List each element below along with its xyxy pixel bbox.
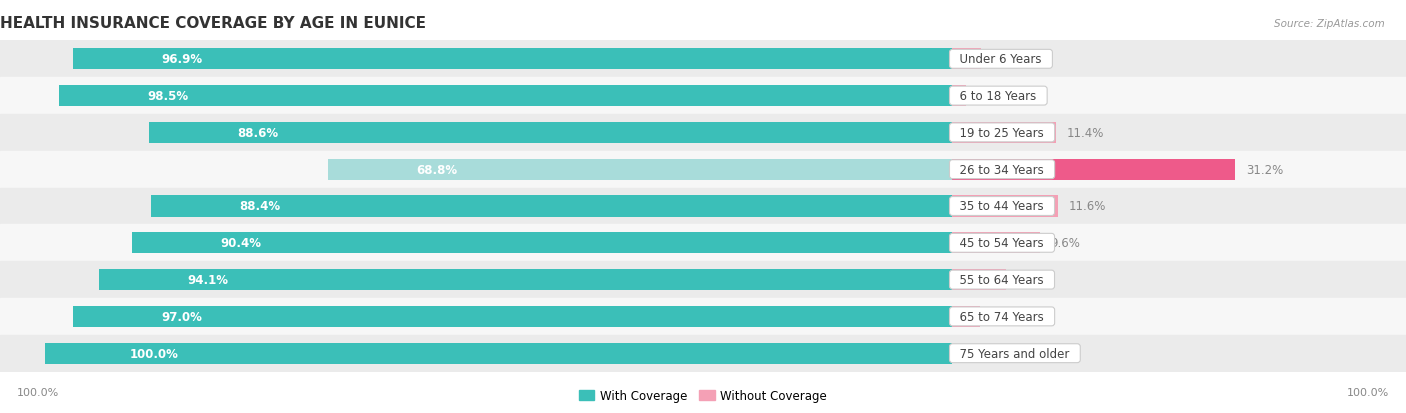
- Legend: With Coverage, Without Coverage: With Coverage, Without Coverage: [574, 385, 832, 407]
- Text: 11.6%: 11.6%: [1069, 200, 1107, 213]
- Bar: [150, 196, 952, 217]
- Bar: [73, 306, 952, 327]
- Bar: [59, 86, 952, 107]
- Bar: [952, 233, 1039, 254]
- Bar: [45, 343, 952, 364]
- Text: 55 to 64 Years: 55 to 64 Years: [952, 273, 1052, 286]
- Text: 88.4%: 88.4%: [239, 200, 280, 213]
- Text: 19 to 25 Years: 19 to 25 Years: [952, 127, 1052, 140]
- Bar: [952, 269, 1005, 291]
- Text: 75 Years and older: 75 Years and older: [952, 347, 1077, 360]
- Text: 97.0%: 97.0%: [160, 310, 202, 323]
- Text: 98.5%: 98.5%: [148, 90, 188, 103]
- Bar: [0, 225, 1406, 261]
- Text: 100.0%: 100.0%: [1347, 387, 1389, 397]
- Text: 3.1%: 3.1%: [991, 53, 1021, 66]
- Text: 5.9%: 5.9%: [1017, 273, 1046, 286]
- Text: 94.1%: 94.1%: [187, 273, 228, 286]
- Text: 100.0%: 100.0%: [129, 347, 179, 360]
- Text: 9.6%: 9.6%: [1050, 237, 1080, 250]
- Text: 11.4%: 11.4%: [1067, 127, 1104, 140]
- Text: 31.2%: 31.2%: [1246, 163, 1284, 176]
- Bar: [0, 188, 1406, 225]
- Text: 65 to 74 Years: 65 to 74 Years: [952, 310, 1052, 323]
- Bar: [952, 49, 980, 70]
- Bar: [952, 159, 1236, 180]
- Bar: [0, 261, 1406, 298]
- Text: Source: ZipAtlas.com: Source: ZipAtlas.com: [1274, 19, 1385, 28]
- Text: 26 to 34 Years: 26 to 34 Years: [952, 163, 1052, 176]
- Bar: [149, 122, 952, 144]
- Text: 6 to 18 Years: 6 to 18 Years: [952, 90, 1045, 103]
- Bar: [0, 335, 1406, 372]
- Bar: [98, 269, 952, 291]
- Bar: [132, 233, 952, 254]
- Text: Under 6 Years: Under 6 Years: [952, 53, 1049, 66]
- Bar: [329, 159, 952, 180]
- Bar: [0, 152, 1406, 188]
- Bar: [0, 298, 1406, 335]
- Bar: [952, 306, 980, 327]
- Text: 35 to 44 Years: 35 to 44 Years: [952, 200, 1052, 213]
- Bar: [952, 86, 966, 107]
- Text: 0.0%: 0.0%: [963, 347, 993, 360]
- Text: 68.8%: 68.8%: [416, 163, 458, 176]
- Bar: [73, 49, 952, 70]
- Bar: [952, 196, 1057, 217]
- Text: 3.0%: 3.0%: [991, 310, 1021, 323]
- Text: 45 to 54 Years: 45 to 54 Years: [952, 237, 1052, 250]
- Bar: [0, 78, 1406, 115]
- Bar: [952, 122, 1056, 144]
- Text: HEALTH INSURANCE COVERAGE BY AGE IN EUNICE: HEALTH INSURANCE COVERAGE BY AGE IN EUNI…: [0, 15, 426, 31]
- Text: 100.0%: 100.0%: [17, 387, 59, 397]
- Text: 88.6%: 88.6%: [238, 127, 278, 140]
- Text: 90.4%: 90.4%: [221, 237, 262, 250]
- Bar: [0, 115, 1406, 152]
- Bar: [0, 41, 1406, 78]
- Text: 96.9%: 96.9%: [162, 53, 202, 66]
- Text: 1.5%: 1.5%: [977, 90, 1007, 103]
